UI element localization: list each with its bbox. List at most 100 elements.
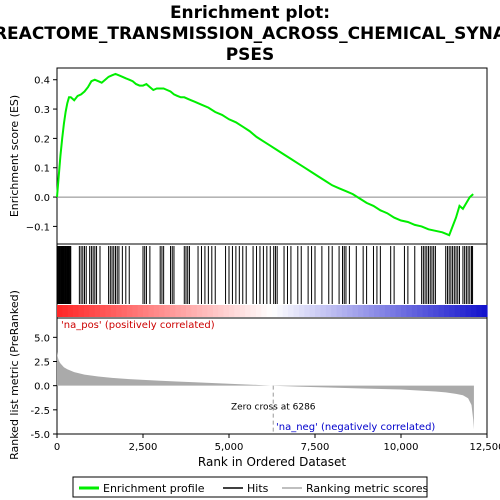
color-bar-segment: [89, 305, 96, 317]
metric-y-axis-label: Ranked list metric (PreRanked): [8, 290, 21, 460]
color-bar-segment: [272, 305, 278, 317]
color-bar-segment: [245, 305, 252, 317]
color-bar-segment: [368, 305, 375, 317]
x-tick-label: 2,500: [129, 442, 158, 453]
color-bar-segment: [277, 305, 284, 317]
legend-metric-label: Ranking metric scores: [306, 482, 428, 495]
color-bar-segment: [379, 305, 386, 317]
color-bar-segment: [460, 305, 467, 317]
color-bar-segment: [110, 305, 117, 317]
x-tick-label: 0: [54, 442, 60, 453]
color-bar-segment: [390, 305, 397, 317]
es-y-tick-label: 0.3: [34, 105, 50, 116]
color-bar-segment: [470, 305, 477, 317]
color-bar-segment: [481, 305, 488, 317]
metric-y-tick-label: 2.5: [34, 358, 50, 369]
color-bar-segment: [223, 305, 230, 317]
color-bar-segment: [422, 305, 429, 317]
x-tick-label: 12,500: [470, 442, 500, 453]
color-bar-segment: [347, 305, 354, 317]
color-bar-segment: [282, 305, 289, 317]
title-line-3: PSES: [226, 45, 275, 65]
es-y-tick-label: 0.4: [34, 76, 50, 87]
color-bar-segment: [331, 305, 338, 317]
x-axis-label: Rank in Ordered Dataset: [198, 455, 346, 469]
color-bar-segment: [229, 305, 235, 317]
color-bar-segment: [417, 305, 424, 317]
color-bar-segment: [336, 305, 343, 317]
color-bar-segment: [444, 305, 450, 317]
pos-correlated-label: 'na_pos' (positively correlated): [61, 320, 215, 331]
color-bar-segment: [384, 305, 391, 317]
es-panel-frame: [56, 67, 488, 245]
es-y-tick-label: 0.1: [34, 164, 50, 175]
color-bar-segment: [406, 305, 413, 317]
color-bar-segment: [288, 305, 295, 317]
color-bar-segment: [433, 305, 440, 317]
color-bar-segment: [352, 305, 359, 317]
color-bar-segment: [298, 305, 305, 317]
color-bar-segment: [358, 305, 364, 317]
color-bar-segment: [164, 305, 171, 317]
color-bar-segment: [427, 305, 434, 317]
neg-correlated-label: 'na_neg' (negatively correlated): [276, 422, 435, 433]
color-bar-segment: [207, 305, 214, 317]
color-bar-segment: [239, 305, 246, 317]
color-bar-segment: [105, 305, 112, 317]
color-bar-segment: [153, 305, 160, 317]
color-bar-segment: [401, 305, 407, 317]
color-bar-segment: [266, 305, 273, 317]
color-bar-segment: [202, 305, 209, 317]
title-line-2: REACTOME_TRANSMISSION_ACROSS_CHEMICAL_SY…: [0, 24, 500, 44]
color-bar-segment: [234, 305, 241, 317]
color-bar-segment: [438, 305, 445, 317]
color-bar-segment: [374, 305, 381, 317]
color-bar-segment: [67, 305, 74, 317]
color-bar-segment: [143, 305, 149, 317]
color-bar-segment: [116, 305, 123, 317]
legend-hits-label: Hits: [247, 482, 269, 495]
color-bar-segment: [57, 305, 63, 317]
color-bar-segment: [293, 305, 300, 317]
color-bar-segment: [83, 305, 90, 317]
color-bar-segment: [320, 305, 327, 317]
es-y-tick-label: 0.2: [34, 134, 50, 145]
color-bar-segment: [363, 305, 370, 317]
color-bar-segment: [137, 305, 144, 317]
color-bar-segment: [175, 305, 182, 317]
legend-enrichment-label: Enrichment profile: [103, 482, 205, 495]
color-bar-segment: [191, 305, 198, 317]
color-bar-segment: [212, 305, 219, 317]
color-bar-segment: [121, 305, 128, 317]
color-bar-segment: [465, 305, 472, 317]
color-bar-segment: [78, 305, 85, 317]
x-tick-label: 7,500: [301, 442, 330, 453]
metric-y-tick-label: -5.0: [30, 430, 50, 441]
color-bar-segment: [169, 305, 176, 317]
color-bar-segment: [180, 305, 187, 317]
color-bar-segment: [315, 305, 321, 317]
color-bar-segment: [218, 305, 225, 317]
color-bar-segment: [411, 305, 418, 317]
metric-y-tick-label: -2.5: [30, 406, 50, 417]
color-bar-segment: [94, 305, 101, 317]
es-y-tick-label: −0.1: [26, 222, 50, 233]
metric-panel-frame: [56, 317, 488, 435]
color-bar-segment: [395, 305, 402, 317]
metric-y-tick-label: 0.0: [34, 382, 50, 393]
es-y-axis-label: Enrichment score (ES): [8, 95, 21, 217]
metric-y-tick-label: 5.0: [34, 333, 50, 344]
color-bar-segment: [454, 305, 461, 317]
color-bar-segment: [62, 305, 69, 317]
color-bar-segment: [148, 305, 155, 317]
color-bar-segment: [476, 305, 483, 317]
x-tick-label: 10,000: [384, 442, 419, 453]
color-bar-segment: [309, 305, 316, 317]
color-bar-segment: [255, 305, 262, 317]
color-bar-segment: [341, 305, 348, 317]
color-bar-segment: [159, 305, 166, 317]
color-bar-segment: [100, 305, 106, 317]
es-y-tick-label: 0.0: [34, 193, 50, 204]
color-bar-segment: [250, 305, 257, 317]
